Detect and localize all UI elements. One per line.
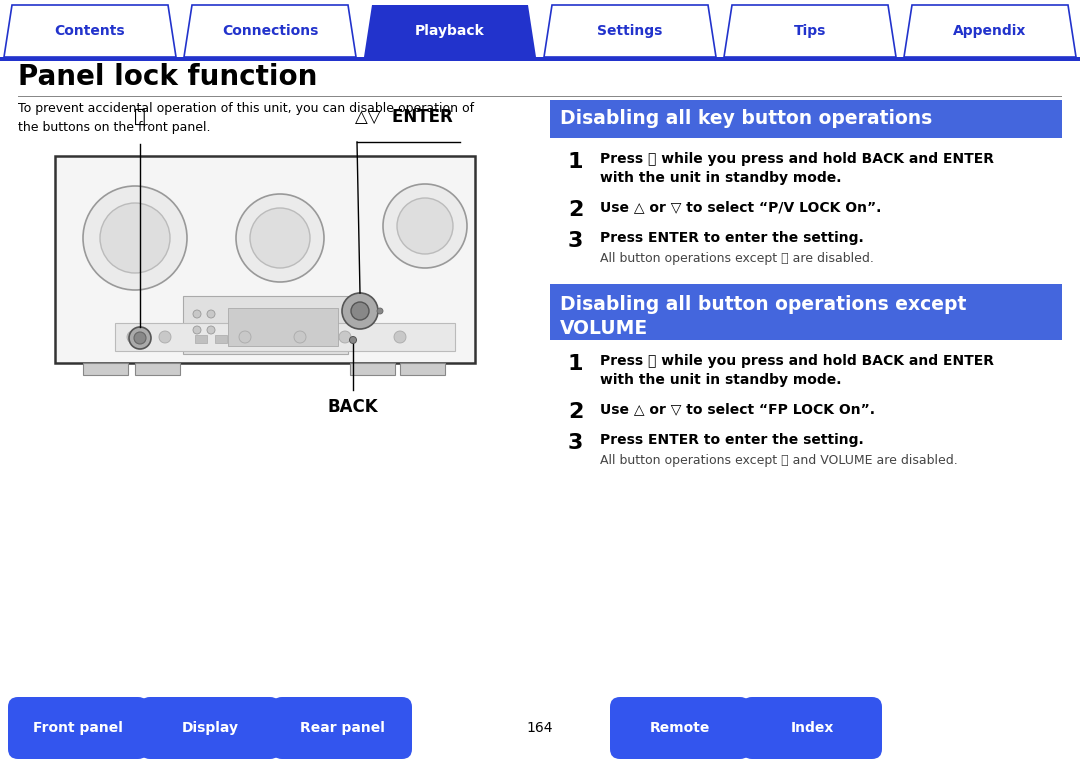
Text: Panel lock function: Panel lock function (18, 63, 318, 91)
Text: Settings: Settings (597, 24, 663, 38)
Bar (350, 363, 395, 375)
Text: Appendix: Appendix (954, 24, 1027, 38)
Text: ⏻: ⏻ (134, 107, 146, 126)
Bar (0, 57, 1080, 61)
Circle shape (159, 331, 171, 343)
Text: 3: 3 (568, 433, 583, 453)
Text: Press ENTER to enter the setting.: Press ENTER to enter the setting. (600, 231, 864, 245)
Circle shape (350, 336, 356, 343)
Bar (183, 296, 348, 354)
Bar (228, 308, 338, 346)
FancyBboxPatch shape (140, 697, 280, 759)
Polygon shape (184, 5, 356, 57)
Circle shape (342, 293, 378, 329)
Polygon shape (364, 5, 536, 57)
Text: All button operations except ⒦ are disabled.: All button operations except ⒦ are disab… (600, 252, 874, 265)
Circle shape (397, 198, 453, 254)
Text: Connections: Connections (221, 24, 319, 38)
Polygon shape (544, 5, 716, 57)
Circle shape (193, 310, 201, 318)
Bar (550, 100, 1062, 138)
Polygon shape (55, 156, 475, 363)
Bar (215, 335, 227, 343)
Circle shape (237, 194, 324, 282)
Bar (195, 335, 207, 343)
Text: Rear panel: Rear panel (299, 721, 384, 735)
Text: Use △ or ▽ to select “P/V LOCK On”.: Use △ or ▽ to select “P/V LOCK On”. (600, 200, 881, 214)
Polygon shape (4, 5, 176, 57)
Text: Disabling all button operations except: Disabling all button operations except (561, 295, 967, 314)
Text: 1: 1 (568, 152, 583, 172)
Text: All button operations except ⒦ and VOLUME are disabled.: All button operations except ⒦ and VOLUM… (600, 454, 958, 467)
Bar (18, 96, 1062, 97)
Text: Playback: Playback (415, 24, 485, 38)
Bar (83, 363, 129, 375)
Circle shape (351, 302, 369, 320)
Circle shape (239, 331, 251, 343)
Text: VOLUME: VOLUME (561, 319, 648, 337)
Text: Contents: Contents (55, 24, 125, 38)
Text: Display: Display (181, 721, 239, 735)
Text: Tips: Tips (794, 24, 826, 38)
Text: Disabling all key button operations: Disabling all key button operations (561, 110, 932, 129)
Circle shape (394, 331, 406, 343)
Circle shape (193, 326, 201, 334)
Circle shape (129, 327, 151, 349)
Text: To prevent accidental operation of this unit, you can disable operation of
the b: To prevent accidental operation of this … (18, 102, 474, 134)
Text: Front panel: Front panel (33, 721, 123, 735)
Bar (400, 363, 445, 375)
Circle shape (294, 331, 306, 343)
FancyBboxPatch shape (742, 697, 882, 759)
Text: 2: 2 (568, 200, 583, 220)
Polygon shape (724, 5, 896, 57)
Circle shape (134, 332, 146, 344)
Text: Remote: Remote (650, 721, 711, 735)
Text: Index: Index (791, 721, 834, 735)
Circle shape (207, 310, 215, 318)
FancyBboxPatch shape (610, 697, 750, 759)
Bar (135, 363, 180, 375)
Text: 164: 164 (527, 721, 553, 735)
Text: Press ⒦ while you press and hold BACK and ENTER
with the unit in standby mode.: Press ⒦ while you press and hold BACK an… (600, 354, 994, 387)
Text: △▽  ENTER: △▽ ENTER (355, 108, 453, 126)
Text: BACK: BACK (327, 398, 378, 416)
Bar (550, 284, 1062, 340)
Circle shape (377, 308, 383, 314)
Circle shape (83, 186, 187, 290)
Text: Press ENTER to enter the setting.: Press ENTER to enter the setting. (600, 433, 864, 447)
Text: 1: 1 (568, 354, 583, 374)
Circle shape (249, 208, 310, 268)
Circle shape (100, 203, 170, 273)
Circle shape (339, 331, 351, 343)
Circle shape (207, 326, 215, 334)
Polygon shape (904, 5, 1076, 57)
FancyBboxPatch shape (272, 697, 411, 759)
Text: Use △ or ▽ to select “FP LOCK On”.: Use △ or ▽ to select “FP LOCK On”. (600, 402, 875, 416)
Circle shape (127, 331, 139, 343)
Text: 2: 2 (568, 402, 583, 422)
Circle shape (383, 184, 467, 268)
Bar (114, 323, 455, 351)
Text: Press ⒦ while you press and hold BACK and ENTER
with the unit in standby mode.: Press ⒦ while you press and hold BACK an… (600, 152, 994, 185)
Text: 3: 3 (568, 231, 583, 251)
FancyBboxPatch shape (8, 697, 148, 759)
